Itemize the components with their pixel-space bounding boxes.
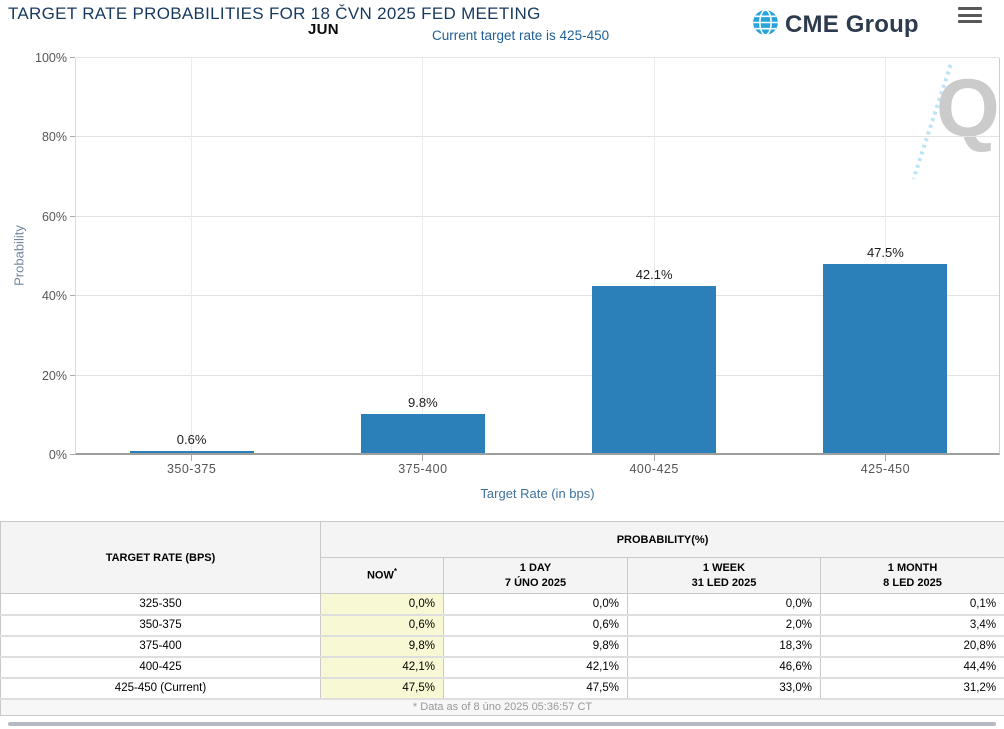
- chart-gridline: [76, 215, 999, 217]
- target-rate-cell: 375-400: [0, 635, 321, 658]
- y-axis-tick-label: 100%: [35, 51, 67, 65]
- table-header-1month: 1 MONTH 8 LED 2025: [819, 557, 1004, 594]
- table-row: 425-450 (Current) 47,5% 47,5% 33,0% 31,2%: [0, 677, 1004, 700]
- probability-now-cell: 0,6%: [320, 614, 444, 637]
- y-axis-tick-label: 0%: [48, 448, 67, 462]
- probability-bar[interactable]: [360, 414, 485, 453]
- x-axis-tick-label: 400-425: [629, 462, 679, 476]
- probability-cell: 42,1%: [443, 656, 628, 679]
- y-axis-tick: [70, 454, 75, 455]
- chart-gridline: [76, 295, 999, 297]
- cme-group-logo-text: CME Group: [785, 11, 919, 38]
- chart-gridline: [191, 58, 193, 453]
- y-axis-tick: [70, 374, 75, 376]
- y-axis-tick-label: 20%: [41, 368, 67, 383]
- probability-bar[interactable]: [129, 450, 254, 453]
- probability-now-cell: 0,0%: [320, 593, 444, 616]
- probability-cell: 9,8%: [443, 635, 628, 658]
- probability-cell: 33,0%: [627, 677, 821, 700]
- y-axis-tick: [70, 295, 75, 297]
- selected-month-label: JUN: [308, 21, 339, 38]
- probability-cell: 0,0%: [627, 593, 821, 616]
- probability-cell: 0,1%: [819, 593, 1004, 616]
- y-axis-tick-label: 40%: [41, 289, 67, 304]
- bar-value-label: 47.5%: [866, 245, 904, 261]
- chart-gridline: [422, 58, 424, 453]
- target-rate-cell: 425-450 (Current): [0, 677, 321, 700]
- probability-cell: 46,6%: [627, 656, 821, 679]
- probability-now-cell: 42,1%: [320, 656, 444, 679]
- probability-cell: 20,8%: [819, 635, 1004, 658]
- table-header-probability-group: PROBABILITY(%): [319, 521, 1004, 558]
- table-header-1day: 1 DAY 7 ÚNO 2025: [443, 557, 628, 594]
- probability-bar-chart: Q Probability 0% 20% 40% 60% 80% 100% 0.6% 350-…: [12, 52, 1000, 501]
- current-target-rate-subtitle: Current target rate is 425-450: [432, 28, 610, 43]
- quikstrike-watermark-q: Q: [936, 63, 1000, 154]
- chart-gridline: [653, 58, 655, 453]
- probability-cell: 18,3%: [627, 635, 821, 658]
- y-axis-tick-label: 60%: [41, 209, 67, 224]
- x-axis-tick-label: 425-450: [860, 462, 911, 476]
- probability-cell: 31,2%: [819, 677, 1004, 700]
- bar-value-label: 0.6%: [176, 431, 207, 447]
- chart-gridline: [76, 374, 999, 376]
- probability-now-cell: 9,8%: [320, 635, 444, 658]
- table-footnote: * Data as of 8 úno 2025 05:36:57 CT: [0, 698, 1004, 716]
- probability-cell: 47,5%: [443, 677, 628, 700]
- table-header-target-rate: TARGET RATE (BPS): [0, 521, 321, 594]
- probability-cell: 0,0%: [443, 593, 628, 616]
- y-axis-tick: [70, 215, 75, 217]
- x-axis-title: Target Rate (in bps): [480, 486, 595, 501]
- table-row: 350-375 0,6% 0,6% 2,0% 3,4%: [0, 614, 1004, 637]
- target-rate-cell: 325-350: [0, 593, 321, 616]
- y-axis-tick: [70, 136, 75, 138]
- y-axis-tick-label: 80%: [41, 130, 67, 145]
- target-rate-cell: 400-425: [0, 656, 321, 679]
- hamburger-menu-icon[interactable]: [958, 7, 982, 25]
- x-axis-tick: [191, 455, 193, 461]
- table-header-1week: 1 WEEK 31 LED 2025: [627, 557, 821, 594]
- chart-gridline: [76, 57, 999, 58]
- probability-cell: 2,0%: [627, 614, 821, 637]
- probability-bar[interactable]: [823, 264, 948, 453]
- globe-icon: [752, 9, 779, 41]
- probability-cell: 44,4%: [819, 656, 1004, 679]
- page-title: TARGET RATE PROBABILITIES FOR 18 ČVN 202…: [8, 4, 541, 23]
- y-axis-tick: [70, 57, 75, 58]
- x-axis-tick: [884, 455, 886, 461]
- probability-table: TARGET RATE (BPS) PROBABILITY(%) NOW* 1 …: [0, 521, 1004, 716]
- table-row: 375-400 9,8% 9,8% 18,3% 20,8%: [0, 635, 1004, 658]
- cme-group-logo[interactable]: CME Group: [752, 9, 919, 41]
- x-axis-tick-label: 375-400: [398, 462, 448, 476]
- horizontal-scrollbar[interactable]: [8, 722, 996, 726]
- bar-value-label: 42.1%: [635, 266, 673, 282]
- chart-plot-area: 0% 20% 40% 60% 80% 100% 0.6% 350-375 9.8% 375-400…: [35, 52, 1000, 476]
- table-row: 400-425 42,1% 42,1% 46,6% 44,4%: [0, 656, 1004, 679]
- x-axis-tick-label: 350-375: [166, 462, 217, 476]
- target-rate-cell: 350-375: [0, 614, 321, 637]
- table-header-now: NOW*: [320, 557, 444, 594]
- table-row: 325-350 0,0% 0,0% 0,0% 0,1%: [0, 593, 1004, 616]
- probability-bar[interactable]: [592, 285, 717, 453]
- bar-value-label: 9.8%: [408, 395, 438, 411]
- probability-now-cell: 47,5%: [320, 677, 444, 700]
- chart-gridline: [884, 58, 886, 453]
- x-axis-tick: [422, 455, 424, 461]
- chart-gridline: [76, 136, 999, 138]
- x-axis-tick: [653, 455, 655, 461]
- probability-cell: 3,4%: [819, 614, 1004, 637]
- probability-cell: 0,6%: [443, 614, 628, 637]
